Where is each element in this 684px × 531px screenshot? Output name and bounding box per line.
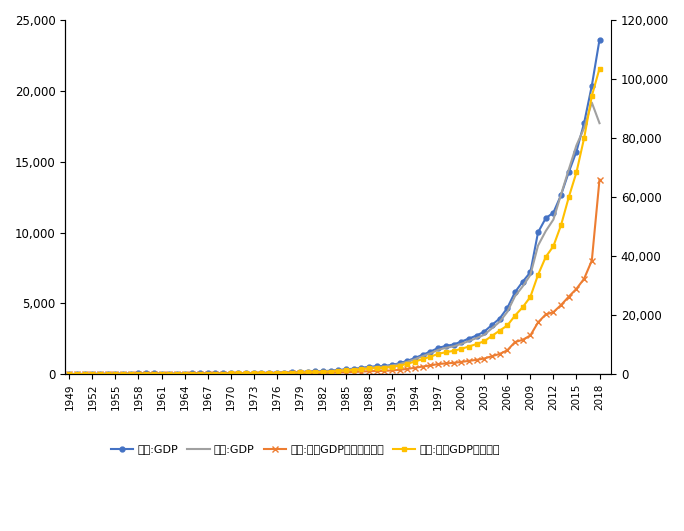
重庆:人均GDP（元，右轴） — [518, 337, 527, 343]
重庆:GDP — [511, 289, 519, 295]
成都:人均GDP（右轴） — [204, 371, 212, 377]
重庆:GDP — [204, 370, 212, 376]
重庆:人均GDP（元，右轴） — [357, 369, 365, 375]
重庆:GDP — [518, 279, 527, 285]
成都:人均GDP（右轴） — [65, 371, 73, 377]
成都:GDP — [65, 371, 73, 377]
重庆:人均GDP（元，右轴） — [511, 339, 519, 345]
重庆:GDP — [65, 371, 73, 377]
重庆:人均GDP（元，右轴） — [595, 176, 603, 183]
成都:人均GDP（右轴） — [511, 312, 519, 319]
成都:GDP — [134, 370, 142, 376]
Line: 成都:人均GDP（右轴）: 成都:人均GDP（右轴） — [67, 66, 602, 376]
成都:人均GDP（右轴） — [518, 304, 527, 311]
重庆:人均GDP（元，右轴） — [204, 371, 212, 377]
成都:人均GDP（右轴） — [357, 366, 365, 372]
重庆:人均GDP（元，右轴） — [188, 371, 196, 377]
重庆:GDP — [357, 365, 365, 371]
Line: 重庆:GDP: 重庆:GDP — [67, 37, 602, 376]
成都:GDP — [188, 370, 196, 376]
重庆:GDP — [226, 370, 235, 376]
重庆:人均GDP（元，右轴） — [65, 371, 73, 378]
成都:人均GDP（右轴） — [188, 371, 196, 377]
Legend: 重庆:GDP, 成都:GDP, 重庆:人均GDP（元，右轴）, 成都:人均GDP（右轴）: 重庆:GDP, 成都:GDP, 重庆:人均GDP（元，右轴）, 成都:人均GDP… — [107, 440, 505, 459]
成都:GDP — [588, 99, 596, 106]
成都:人均GDP（右轴） — [595, 65, 603, 72]
成都:人均GDP（右轴） — [226, 370, 235, 376]
成都:GDP — [595, 120, 603, 126]
成都:GDP — [357, 365, 365, 372]
成都:GDP — [226, 370, 235, 376]
成都:GDP — [518, 283, 527, 289]
Line: 重庆:人均GDP（元，右轴）: 重庆:人均GDP（元，右轴） — [66, 177, 603, 377]
重庆:GDP — [188, 370, 196, 376]
重庆:人均GDP（元，右轴） — [226, 371, 235, 377]
重庆:GDP — [595, 37, 603, 43]
成都:GDP — [511, 293, 519, 299]
Line: 成都:GDP: 成都:GDP — [69, 102, 599, 374]
